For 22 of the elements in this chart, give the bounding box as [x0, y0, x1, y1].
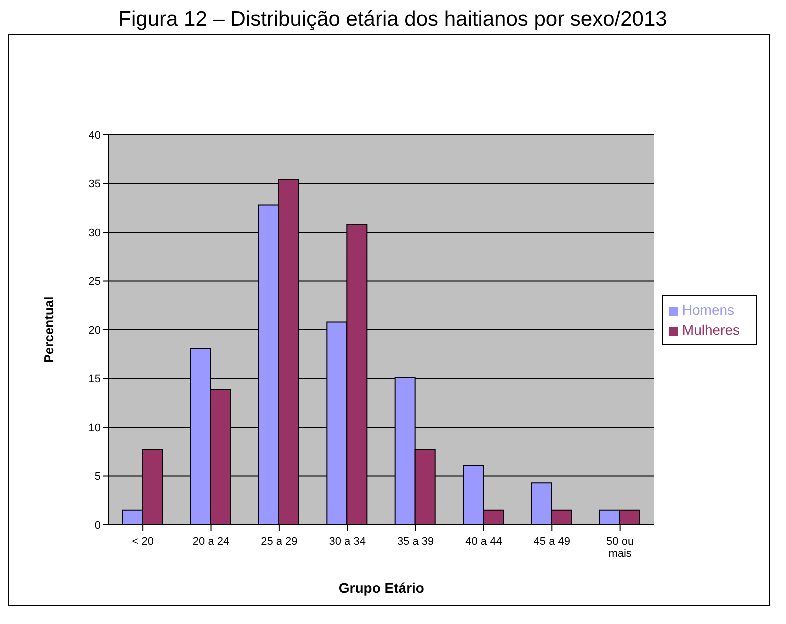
y-tick-label: 0 — [94, 520, 101, 532]
y-tick-label: 10 — [88, 422, 101, 434]
x-tick-label: < 20 — [132, 536, 154, 548]
y-tick-label: 15 — [88, 374, 101, 386]
y-tick-label: 30 — [88, 227, 101, 240]
x-tick-label: 20 a 24 — [192, 536, 230, 548]
x-tick-label: 40 a 44 — [466, 536, 502, 548]
y-tick-label: 20 — [88, 324, 101, 337]
x-tick-label: 25 a 29 — [261, 536, 298, 548]
y-tick-label: 25 — [88, 276, 101, 288]
chart-title: Figura 12 – Distribuição etária dos haitianos por sexo/2013 — [118, 8, 668, 33]
y-tick-label: 5 — [94, 471, 101, 484]
legend-label: Homens — [682, 302, 735, 318]
y-tick-label: 40 — [88, 130, 101, 142]
y-tick-label: 35 — [88, 178, 101, 191]
y-axis-title: Percentual — [42, 296, 57, 364]
x-tick-label: 35 a 39 — [397, 536, 434, 548]
legend-label: Mulheres — [682, 322, 740, 338]
x-axis-title: Grupo Etário — [338, 580, 424, 596]
x-tick-label: 50 ou mais — [606, 536, 634, 560]
x-tick-label: 45 a 49 — [534, 536, 570, 548]
x-tick-label: 30 a 34 — [329, 536, 366, 548]
